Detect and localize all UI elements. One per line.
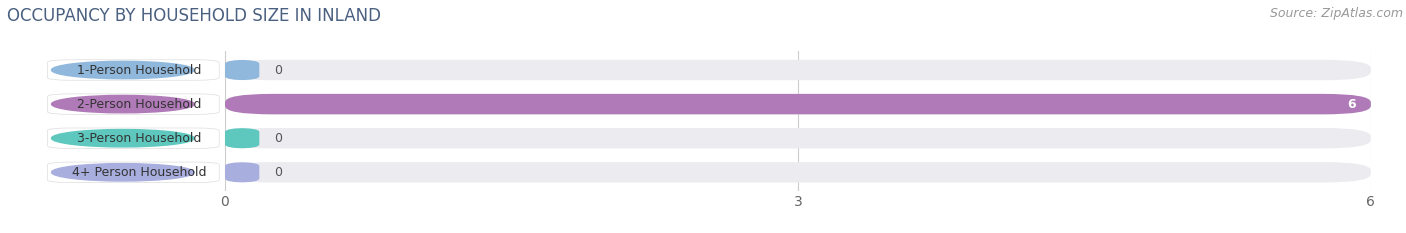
Text: 0: 0 — [274, 132, 283, 145]
Text: OCCUPANCY BY HOUSEHOLD SIZE IN INLAND: OCCUPANCY BY HOUSEHOLD SIZE IN INLAND — [7, 7, 381, 25]
Circle shape — [52, 130, 194, 147]
FancyBboxPatch shape — [225, 162, 1371, 182]
FancyBboxPatch shape — [225, 128, 1371, 148]
FancyBboxPatch shape — [48, 94, 219, 114]
Text: Source: ZipAtlas.com: Source: ZipAtlas.com — [1270, 7, 1403, 20]
Text: 6: 6 — [1347, 98, 1355, 111]
FancyBboxPatch shape — [225, 162, 259, 182]
FancyBboxPatch shape — [225, 94, 1371, 114]
Text: 0: 0 — [274, 64, 283, 76]
FancyBboxPatch shape — [225, 60, 259, 80]
Text: 0: 0 — [274, 166, 283, 179]
Circle shape — [52, 61, 194, 79]
Text: 1-Person Household: 1-Person Household — [77, 64, 201, 76]
FancyBboxPatch shape — [225, 128, 259, 148]
Circle shape — [52, 164, 194, 181]
FancyBboxPatch shape — [225, 60, 1371, 80]
Text: 2-Person Household: 2-Person Household — [77, 98, 201, 111]
Text: 4+ Person Household: 4+ Person Household — [72, 166, 207, 179]
Text: 3-Person Household: 3-Person Household — [77, 132, 201, 145]
Circle shape — [52, 96, 194, 113]
FancyBboxPatch shape — [48, 162, 219, 182]
FancyBboxPatch shape — [48, 128, 219, 148]
FancyBboxPatch shape — [225, 94, 1371, 114]
FancyBboxPatch shape — [48, 60, 219, 80]
